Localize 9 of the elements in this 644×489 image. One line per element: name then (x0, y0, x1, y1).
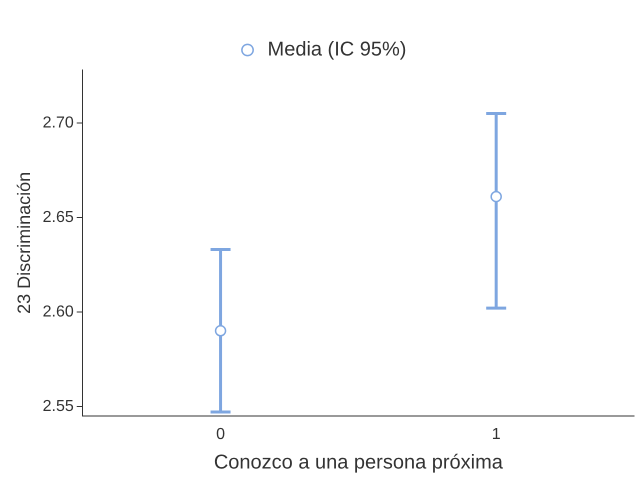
y-tick-label: 2.70 (42, 114, 74, 132)
x-tick-label: 0 (216, 426, 226, 443)
legend-label: Media (IC 95%) (268, 38, 406, 61)
y-tick-label: 2.65 (42, 208, 74, 226)
y-tick-label: 2.60 (42, 303, 74, 320)
y-tick-label: 2.55 (42, 398, 74, 415)
x-axis-title: Conozco a una persona próxima (214, 452, 504, 474)
y-axis-title: 23 Discriminación (14, 172, 34, 314)
x-tick-label: 1 (492, 426, 501, 443)
